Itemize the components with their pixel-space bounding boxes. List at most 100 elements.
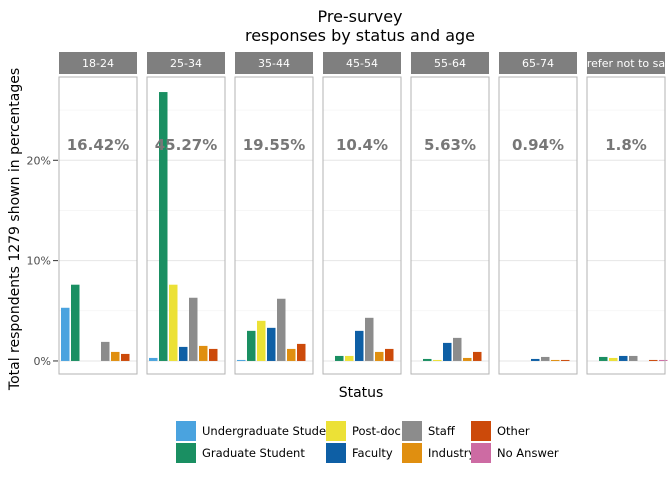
panel-background	[147, 77, 225, 374]
bar-faculty	[443, 342, 452, 361]
panel-border	[410, 76, 490, 375]
facet-strip	[587, 52, 665, 74]
legend-label: Undergraduate Student	[202, 424, 338, 438]
bar-staff	[277, 298, 286, 361]
bar-undergraduate-student	[237, 359, 246, 361]
legend-swatch	[471, 421, 491, 441]
facet-strip-label: 18-24	[82, 57, 114, 70]
bar-undergraduate-student	[61, 307, 70, 361]
bar-industry	[199, 345, 208, 361]
facet-total-label: 0.94%	[512, 136, 564, 154]
facet-panel: 55-64 5.63%	[410, 52, 490, 375]
bar-graduate-student	[159, 92, 168, 361]
panel-border	[498, 76, 578, 375]
bar-faculty	[619, 355, 628, 361]
bar-staff	[101, 341, 110, 361]
bar-graduate-student	[423, 358, 432, 361]
bar-graduate-student	[247, 330, 256, 361]
bar-undergraduate-student	[149, 357, 158, 361]
legend-item: Other	[471, 421, 530, 441]
bar-other	[297, 343, 306, 361]
bar-graduate-student	[71, 284, 80, 361]
legend-item: Undergraduate Student	[176, 421, 338, 441]
legend-item: No Answer	[471, 443, 559, 463]
bar-staff	[189, 297, 198, 361]
bar-post-doc	[433, 359, 442, 361]
bar-staff	[453, 337, 462, 361]
legend-label: Other	[497, 424, 530, 438]
bar-post-doc	[609, 357, 618, 361]
panel-background	[59, 77, 137, 374]
panel-background	[235, 77, 313, 374]
legend-item: Industry	[402, 443, 475, 463]
legend-label: Faculty	[352, 446, 393, 460]
facet-strip	[499, 52, 577, 74]
panel-background	[587, 77, 665, 374]
y-axis-title: Total respondents 1279 shown in percenta…	[7, 68, 23, 391]
panel-border	[586, 76, 666, 375]
bar-other	[121, 353, 130, 361]
facet-strip	[59, 52, 137, 74]
legend-label: Post-doc	[352, 424, 401, 438]
legend-label: Staff	[428, 424, 456, 438]
facet-panel: 35-44 19.55%	[234, 52, 314, 375]
legend-swatch	[402, 421, 422, 441]
legend: Undergraduate Student Graduate Student Pos…	[176, 421, 559, 463]
facet-total-label: 45.27%	[155, 136, 217, 154]
panel-border	[322, 76, 402, 375]
y-tick-label: 10%	[27, 255, 51, 268]
bar-industry	[463, 357, 472, 361]
bar-faculty	[531, 358, 540, 361]
bar-graduate-student	[599, 356, 608, 361]
bar-post-doc	[345, 355, 354, 361]
facet-strip	[147, 52, 225, 74]
legend-swatch	[326, 443, 346, 463]
y-tick-label: 20%	[27, 154, 51, 167]
legend-item: Staff	[402, 421, 456, 441]
bar-graduate-student	[335, 355, 344, 361]
bar-faculty	[267, 327, 276, 361]
bar-other	[385, 348, 394, 361]
facet-panel: 65-74 0.94%	[498, 52, 578, 375]
bar-staff	[365, 317, 374, 361]
chart-title-line-1: Pre-survey	[317, 7, 402, 26]
legend-swatch	[471, 443, 491, 463]
facet-total-label: 16.42%	[67, 136, 129, 154]
facet-panel: 25-34 45.27%	[146, 52, 226, 375]
y-tick-label: 0%	[34, 355, 51, 368]
bar-staff	[629, 355, 638, 361]
bar-industry	[375, 351, 384, 361]
legend-label: Graduate Student	[202, 446, 305, 460]
legend-swatch	[326, 421, 346, 441]
legend-label: Industry	[428, 446, 475, 460]
panel-border	[146, 76, 226, 375]
facet-total-label: 5.63%	[424, 136, 476, 154]
legend-swatch	[176, 421, 196, 441]
bar-staff	[541, 356, 550, 361]
bar-industry	[551, 359, 560, 361]
legend-item: Graduate Student	[176, 443, 305, 463]
panel-border	[234, 76, 314, 375]
panel-background	[499, 77, 577, 374]
bar-post-doc	[169, 284, 178, 361]
facet-strip-label: 45-54	[346, 57, 378, 70]
bar-post-doc	[257, 320, 266, 361]
facet-strip-label: 35-44	[258, 57, 290, 70]
facet-panel: 18-24 16.42%	[58, 52, 138, 375]
facet-strip-label: Prefer not to say	[580, 57, 672, 70]
facet-strip-label: 25-34	[170, 57, 202, 70]
legend-item: Post-doc	[326, 421, 401, 441]
facet-panel: 45-54 10.4%	[322, 52, 402, 375]
chart-title-line-2: responses by status and age	[245, 26, 475, 45]
legend-swatch	[176, 443, 196, 463]
facet-strip	[235, 52, 313, 74]
bar-industry	[287, 348, 296, 361]
facet-strip	[411, 52, 489, 74]
facet-total-label: 10.4%	[336, 136, 388, 154]
bar-industry	[111, 351, 120, 361]
bar-other	[473, 351, 482, 361]
legend-swatch	[402, 443, 422, 463]
legend-label: No Answer	[497, 446, 559, 460]
